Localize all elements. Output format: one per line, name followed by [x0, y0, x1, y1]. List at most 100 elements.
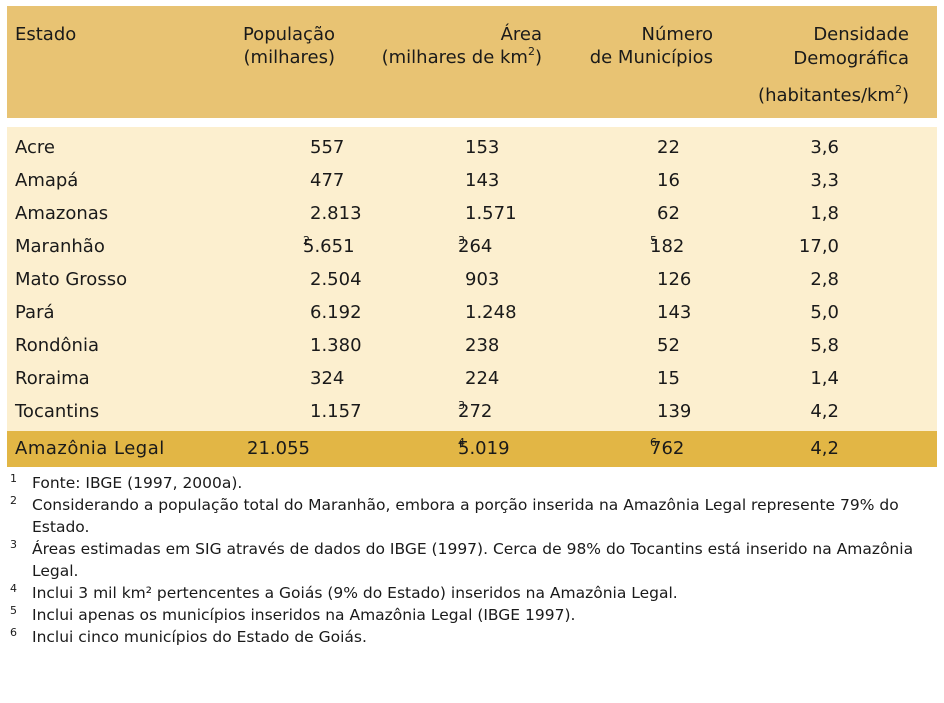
- cell-estado: Roraima: [15, 368, 90, 389]
- cell-area: 272 3: [337, 395, 492, 428]
- cell-populacao-value: 477: [310, 170, 345, 191]
- table-header: Estado População (milhares) Área (milhar…: [7, 6, 937, 118]
- header-municipios-line2: de Municípios: [589, 47, 713, 68]
- footnote-text: Áreas estimadas em SIG através de dados …: [32, 540, 914, 580]
- cell-area-value: 224: [465, 368, 500, 389]
- cell-municipios-value: 16: [657, 170, 680, 191]
- header-area-line2-end: ): [534, 47, 542, 68]
- footnote-mark: 2: [10, 494, 17, 507]
- cell-densidade: 3,3: [810, 170, 839, 191]
- footnote-text: Considerando a população total do Maranh…: [32, 496, 899, 536]
- cell-populacao-value: 5.651: [303, 236, 355, 257]
- table-row: Maranhão 5.651 2 264 3 182 5 17,0: [7, 230, 937, 263]
- cell-area-sup: 3: [458, 234, 465, 247]
- cell-estado: Mato Grosso: [15, 269, 128, 290]
- header-gap: [7, 118, 937, 127]
- total-municipios-sup: 6: [650, 436, 657, 449]
- table-row: Pará 6.192 1.248 143 5,0: [7, 296, 937, 329]
- total-estado: Amazônia Legal: [15, 438, 165, 459]
- total-densidade: 4,2: [810, 438, 839, 459]
- header-area-line2-text: (milhares de km: [381, 47, 528, 68]
- cell-estado: Tocantins: [15, 401, 100, 422]
- cell-populacao: 5.651 2: [175, 230, 355, 263]
- table-row: Amapá 477 143 16 3,3: [7, 164, 937, 197]
- cell-area-value: 1.571: [465, 203, 517, 224]
- table-row: Rondônia 1.380 238 52 5,8: [7, 329, 937, 362]
- cell-area-value: 238: [465, 335, 500, 356]
- cell-densidade: 1,4: [810, 368, 839, 389]
- cell-populacao-value: 1.380: [310, 335, 362, 356]
- total-area-sup: 4: [458, 436, 465, 449]
- table-row: Roraima 324 224 15 1,4: [7, 362, 937, 395]
- cell-populacao-value: 557: [310, 137, 345, 158]
- header-densidade-line3-end: ): [901, 85, 909, 106]
- header-densidade-line3-text: (habitantes/km: [758, 85, 895, 106]
- table-row: Tocantins 1.157 272 3 139 4,2: [7, 395, 937, 428]
- total-row: Amazônia Legal 21.055 5.019 4 762 6 4,2: [7, 431, 937, 467]
- footnotes: 1 Fonte: IBGE (1997, 2000a). 2 Considerando…: [10, 472, 936, 648]
- cell-estado: Acre: [15, 137, 55, 158]
- cell-municipios-value: 22: [657, 137, 680, 158]
- header-estado: Estado: [15, 23, 76, 46]
- table-row: Acre 557 153 22 3,6: [7, 131, 937, 164]
- footnote-mark: 1: [10, 472, 17, 485]
- footnote-item: 6 Inclui cinco municípios do Estado de Go…: [10, 626, 936, 648]
- cell-municipios-value: 62: [657, 203, 680, 224]
- header-municipios-line1: Número: [641, 24, 714, 45]
- cell-estado: Rondônia: [15, 335, 99, 356]
- cell-populacao-value: 324: [310, 368, 345, 389]
- cell-populacao-value: 6.192: [310, 302, 362, 323]
- header-populacao-line1: População: [242, 24, 335, 45]
- cell-populacao-value: 1.157: [310, 401, 362, 422]
- table-row: Mato Grosso 2.504 903 126 2,8: [7, 263, 937, 296]
- cell-populacao-sup: 2: [303, 234, 310, 247]
- cell-densidade: 1,8: [810, 203, 839, 224]
- header-area-sup: 2: [527, 45, 535, 58]
- header-densidade: Densidade Demográfica (habitantes/km2): [733, 23, 909, 107]
- cell-area-value: 143: [465, 170, 500, 191]
- cell-municipios-value: 139: [657, 401, 692, 422]
- footnote-mark: 6: [10, 626, 17, 639]
- footnote-item: 1 Fonte: IBGE (1997, 2000a).: [10, 472, 936, 494]
- header-densidade-line3: (habitantes/km2): [733, 84, 909, 107]
- footnote-item: 3 Áreas estimadas em SIG através de dados…: [10, 538, 936, 582]
- cell-densidade: 2,8: [810, 269, 839, 290]
- cell-estado: Amapá: [15, 170, 79, 191]
- cell-densidade: 4,2: [810, 401, 839, 422]
- cell-populacao-value: 2.813: [310, 203, 362, 224]
- cell-municipios-value: 52: [657, 335, 680, 356]
- cell-area-sup: 3: [458, 399, 465, 412]
- cell-area-value: 1.248: [465, 302, 517, 323]
- table-body: Acre 557 153 22 3,6 Amapá 477 143 16 3,3 Amazonas 2…: [7, 127, 937, 431]
- total-populacao: 21.055: [247, 438, 310, 459]
- header-densidade-sup: 2: [894, 83, 902, 96]
- total-area-value: 5.019: [458, 438, 510, 459]
- cell-area-value: 153: [465, 137, 500, 158]
- header-densidade-line2: Demográfica: [793, 48, 909, 69]
- cell-populacao-value: 2.504: [310, 269, 362, 290]
- cell-densidade: 3,6: [810, 137, 839, 158]
- total-area: 5.019 4: [337, 431, 510, 467]
- header-estado-label: Estado: [15, 24, 77, 45]
- header-municipios: Número de Municípios: [563, 23, 713, 69]
- footnote-item: 4 Inclui 3 mil km² pertencentes a Goiás (…: [10, 582, 936, 604]
- data-table: Estado População (milhares) Área (milhar…: [7, 6, 937, 467]
- cell-estado: Maranhão: [15, 236, 105, 257]
- header-area: Área (milhares de km2): [360, 23, 542, 69]
- footnote-item: 5 Inclui apenas os municípios inseridos n…: [10, 604, 936, 626]
- cell-densidade: 5,0: [810, 302, 839, 323]
- total-municipios: 762 6: [537, 431, 684, 467]
- header-densidade-line1: Densidade: [813, 24, 909, 45]
- footnote-mark: 3: [10, 538, 17, 551]
- header-area-line1: Área: [500, 24, 542, 45]
- cell-area-value: 903: [465, 269, 500, 290]
- cell-area: 264 3: [337, 230, 492, 263]
- cell-densidade: 5,8: [810, 335, 839, 356]
- cell-municipios-value: 15: [657, 368, 680, 389]
- cell-densidade: 17,0: [798, 236, 839, 257]
- footnote-item: 2 Considerando a população total do Maran…: [10, 494, 936, 538]
- footnote-text: Inclui cinco municípios do Estado de Goi…: [32, 628, 367, 646]
- cell-estado: Pará: [15, 302, 55, 323]
- footnote-text: Inclui 3 mil km² pertencentes a Goiás (9…: [32, 584, 678, 602]
- footnote-text: Fonte: IBGE (1997, 2000a).: [32, 474, 243, 492]
